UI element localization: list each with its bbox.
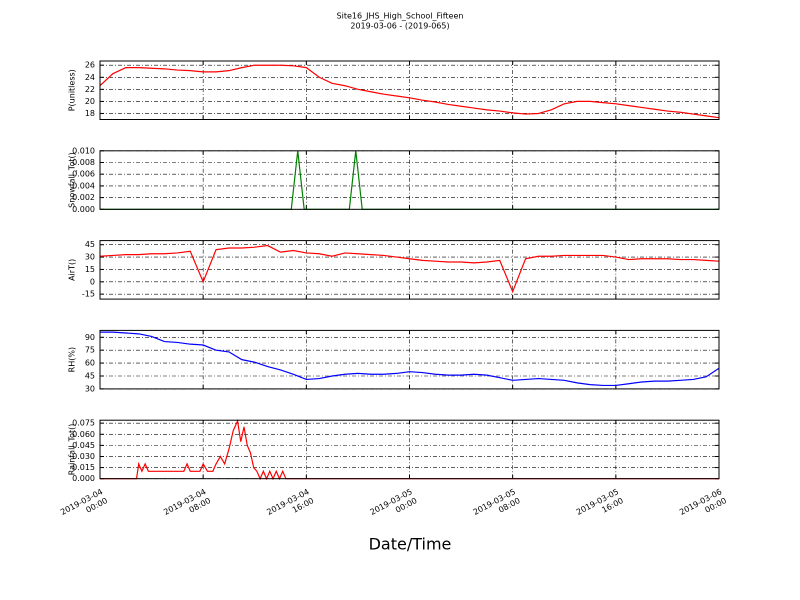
- y-tick-label: 0.008: [72, 158, 95, 167]
- y-tick-label: 0.060: [72, 430, 95, 439]
- y-axis-label: AirT(): [68, 259, 77, 281]
- y-tick-label: 45: [85, 371, 95, 380]
- y-tick-label: 26: [85, 61, 95, 70]
- y-tick-label: 0.004: [72, 181, 95, 190]
- y-tick-label: 0.015: [72, 463, 95, 472]
- y-tick-label: 0.030: [72, 452, 95, 461]
- y-tick-label: 90: [85, 333, 95, 342]
- x-tick-label: 2019-03-0408:00: [162, 487, 212, 526]
- y-tick-label: 0.010: [72, 146, 95, 155]
- y-axis-label: P(unitless): [68, 69, 77, 111]
- data-line: [100, 418, 719, 481]
- y-tick-label: 22: [85, 85, 95, 94]
- x-tick-label: 2019-03-0500:00: [368, 487, 418, 526]
- plot-frame: [99, 329, 720, 390]
- y-axis-label: RH(%): [68, 347, 77, 372]
- y-axis-label: Snowfall_Tot(): [68, 152, 77, 208]
- x-axis-label: Date/Time: [369, 535, 452, 554]
- plot-frame: [99, 240, 720, 300]
- y-tick-label: 0.000: [72, 474, 95, 483]
- x-tick-label: 2019-03-0508:00: [471, 487, 521, 526]
- y-tick-label: 45: [85, 240, 95, 249]
- chart-subtitle: 2019-03-06 - (2019-065): [350, 22, 449, 31]
- x-tick-label: 2019-03-0516:00: [575, 487, 625, 526]
- chart-title: Site16_JHS_High_School_Fifteen: [337, 12, 464, 21]
- data-line: [99, 244, 720, 294]
- y-tick-label: -15: [82, 290, 95, 299]
- y-tick-label: 20: [85, 97, 95, 106]
- y-tick-label: 0: [90, 277, 95, 286]
- data-line: [99, 64, 720, 119]
- y-tick-label: 75: [85, 346, 95, 355]
- y-tick-label: 15: [85, 265, 95, 274]
- y-tick-label: 30: [85, 253, 95, 262]
- data-line: [100, 331, 720, 387]
- y-tick-label: 0.000: [72, 205, 95, 214]
- x-tick-label: 2019-03-0600:00: [678, 487, 728, 526]
- x-tick-label: 2019-03-0416:00: [265, 487, 315, 526]
- y-tick-label: 18: [85, 109, 95, 118]
- plot-frame: [99, 60, 720, 120]
- y-tick-label: 0.045: [72, 441, 95, 450]
- y-tick-label: 0.002: [72, 193, 95, 202]
- plot-frame: [99, 150, 720, 210]
- y-tick-label: 0.006: [72, 170, 95, 179]
- y-tick-label: 24: [85, 73, 95, 82]
- y-axis-label: Rainfall_Tot(): [68, 424, 77, 476]
- y-tick-label: 30: [85, 384, 95, 393]
- y-tick-label: 0.075: [72, 419, 95, 428]
- y-tick-label: 60: [85, 359, 95, 368]
- x-tick-label: 2019-03-0400:00: [59, 487, 109, 526]
- plot-frame: [99, 419, 720, 480]
